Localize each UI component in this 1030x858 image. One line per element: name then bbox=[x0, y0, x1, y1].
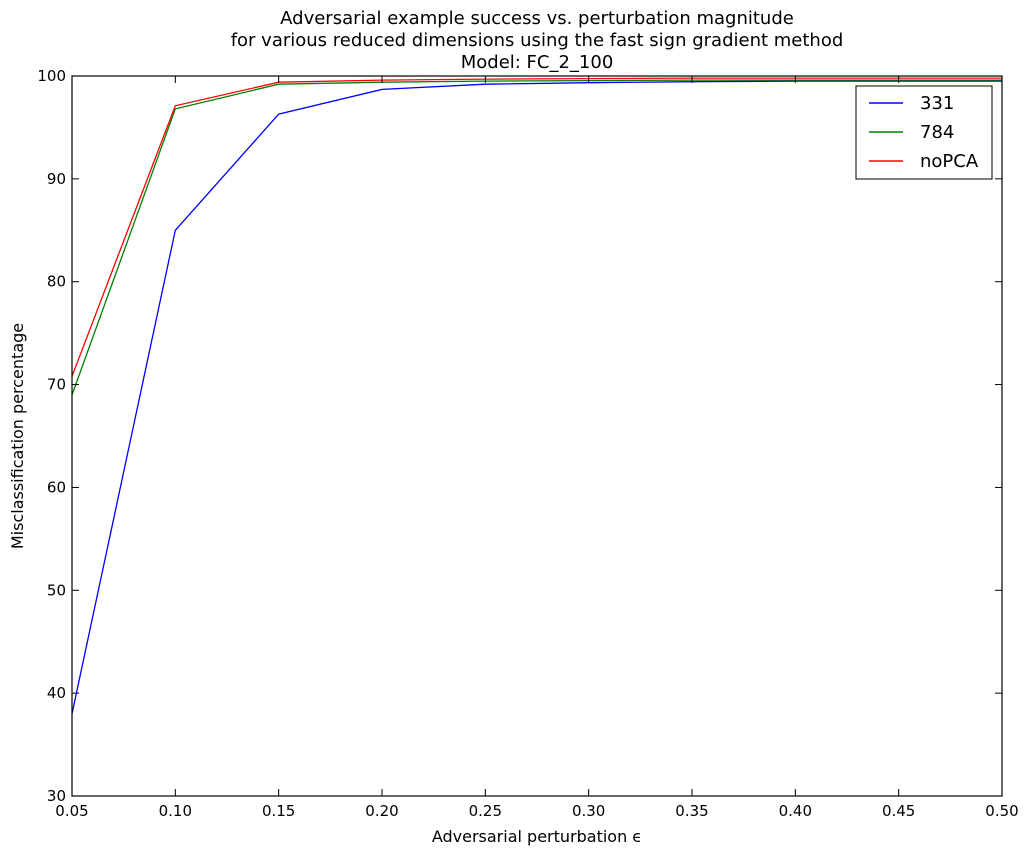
y-tick-label: 100 bbox=[37, 67, 66, 85]
x-tick-label: 0.10 bbox=[159, 802, 192, 820]
x-axis-ticks: 0.05 0.10 0.15 0.20 0.25 0.30 0.35 0.40 0.45 0.50 bbox=[55, 76, 1019, 820]
x-tick-label: 0.20 bbox=[365, 802, 398, 820]
legend-label-331: 331 bbox=[920, 93, 954, 114]
series-line-noPCA bbox=[71, 77, 1002, 377]
legend-entries: 331 784 noPCA bbox=[869, 93, 979, 172]
x-tick-label: 0.15 bbox=[262, 802, 295, 820]
y-tick-label: 30 bbox=[47, 787, 66, 805]
legend-label-784: 784 bbox=[920, 122, 954, 143]
x-axis-label: Adversarial perturbation ϵ bbox=[432, 827, 642, 846]
y-tick-label: 90 bbox=[47, 170, 66, 188]
title-line-2: for various reduced dimensions using the… bbox=[231, 30, 844, 51]
x-tick-label: 0.40 bbox=[779, 802, 812, 820]
y-axis-ticks: 30 40 50 60 70 80 90 100 bbox=[37, 67, 1002, 805]
x-tick-label: 0.30 bbox=[572, 802, 605, 820]
title-line-3: Model: FC_2_100 bbox=[461, 52, 614, 73]
series-line-331 bbox=[71, 80, 1002, 714]
x-tick-label: 0.35 bbox=[675, 802, 708, 820]
series-layer bbox=[71, 77, 1002, 714]
legend: 331 784 noPCA bbox=[855, 85, 993, 180]
x-tick-label: 0.25 bbox=[469, 802, 502, 820]
title-line-1: Adversarial example success vs. perturba… bbox=[280, 8, 794, 29]
chart-title: Adversarial example success vs. perturba… bbox=[231, 8, 844, 73]
series-line-784 bbox=[71, 79, 1002, 396]
y-tick-label: 50 bbox=[47, 581, 66, 599]
y-tick-label: 60 bbox=[47, 478, 66, 496]
y-tick-label: 40 bbox=[47, 684, 66, 702]
x-tick-label: 0.50 bbox=[985, 802, 1018, 820]
y-axis-label: Misclassification percentage bbox=[8, 323, 27, 549]
x-tick-label: 0.05 bbox=[55, 802, 88, 820]
x-tick-label: 0.45 bbox=[882, 802, 915, 820]
legend-label-noPCA: noPCA bbox=[920, 151, 979, 172]
y-tick-label: 70 bbox=[47, 376, 66, 394]
y-tick-label: 80 bbox=[47, 273, 66, 291]
plot-frame bbox=[71, 75, 1003, 797]
